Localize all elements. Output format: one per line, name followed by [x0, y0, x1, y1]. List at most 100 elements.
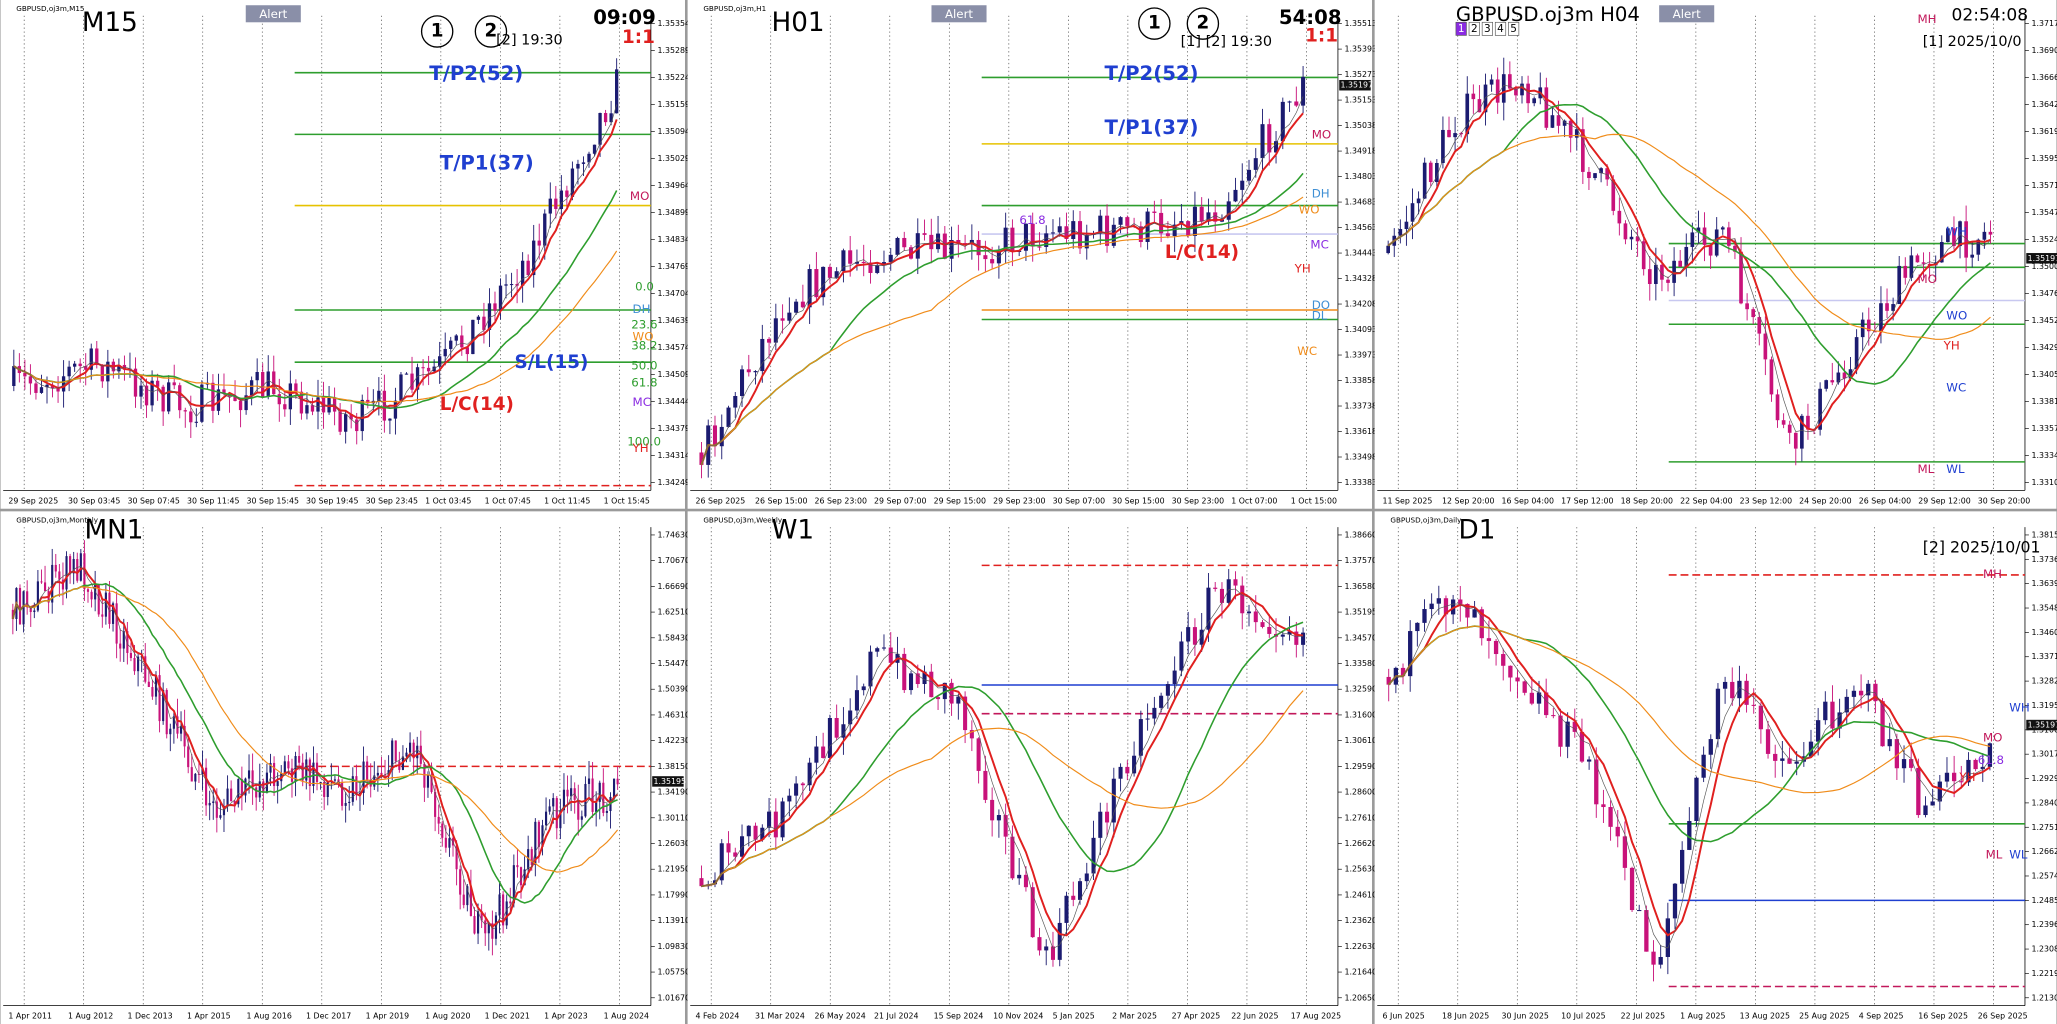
candle-body [119, 643, 122, 649]
alert-button[interactable] [1659, 5, 1715, 23]
candle-body [230, 788, 233, 802]
candle-body [587, 778, 591, 784]
candle-body [1404, 221, 1409, 230]
candle-body [212, 801, 215, 803]
annotation: 1 [1458, 23, 1465, 35]
annotation: WO [1946, 308, 1967, 322]
time-label: 30 Sep 11:45 [187, 496, 239, 505]
alert-label[interactable]: Alert [1673, 7, 1701, 21]
candle-body [570, 788, 573, 797]
candle-body [1280, 634, 1285, 637]
alert-label[interactable]: Alert [259, 7, 287, 21]
candle-body [97, 584, 100, 615]
candle-body [482, 316, 486, 330]
candle-body [255, 787, 258, 798]
candle-body [875, 648, 880, 652]
candle-body [598, 782, 601, 802]
candle-body [183, 410, 187, 412]
candle-body [1687, 821, 1692, 850]
price-label: 1.20650 [1344, 993, 1377, 1002]
candle-body [548, 198, 552, 214]
candle-body [58, 571, 61, 580]
price-tag-bg [1339, 79, 1371, 91]
annotation: 61.8 [1978, 753, 2004, 767]
annotation: MC [633, 395, 651, 409]
candle-body [1213, 212, 1218, 222]
candle-body [996, 815, 1001, 821]
time-label: 1 Aug 2020 [425, 1012, 470, 1021]
candle-body [409, 742, 412, 753]
candle-body [544, 811, 548, 826]
candle-body [262, 781, 265, 793]
candle-body [139, 385, 143, 397]
time-label: 29 Sep 07:00 [874, 496, 926, 505]
candle-body [1294, 631, 1299, 645]
candle-body [936, 697, 941, 700]
price-label: 1.33973 [1344, 351, 1377, 360]
price-label: 1.22190 [2032, 969, 2057, 978]
candle-body [1003, 227, 1008, 252]
candle-body [760, 827, 765, 840]
price-label: 1.21640 [1344, 968, 1377, 977]
candle-body [956, 239, 961, 244]
candle-body [40, 581, 43, 583]
candle-body [888, 254, 893, 263]
price-label: 1.35195 [1344, 608, 1377, 617]
price-label: 1.29290 [2032, 774, 2057, 783]
candle-body [1951, 772, 1957, 782]
candle-body [1030, 887, 1035, 938]
candle-body [1077, 221, 1083, 249]
candle-body [719, 843, 724, 881]
annotation: YH [1294, 261, 1311, 275]
price-label: 1.31950 [2032, 701, 2057, 710]
candle-body [1808, 741, 1814, 757]
candle-body [1720, 227, 1725, 230]
price-label: 1.34964 [657, 181, 690, 190]
candle-body [1987, 743, 1993, 767]
candle-body [200, 384, 204, 422]
annotation: [2] 19:30 [496, 33, 563, 49]
candle-body [169, 728, 172, 735]
candle-body [1219, 588, 1224, 603]
time-label: 29 Sep 23:00 [993, 496, 1045, 505]
candle-body [1739, 251, 1743, 304]
candle-body [1572, 721, 1577, 732]
time-label: 30 Sep 23:00 [1172, 496, 1224, 505]
candle-body [767, 338, 772, 343]
candle-body [305, 405, 309, 414]
price-label: 1.24610 [1344, 890, 1377, 899]
candle-body [498, 285, 503, 311]
time-label: 1 Oct 15:45 [604, 496, 650, 505]
candle-body [1635, 236, 1640, 242]
candle-body [602, 782, 605, 813]
candle-body [72, 558, 75, 574]
alert-label[interactable]: Alert [945, 7, 973, 21]
symbol-header: GBPUSD,oj3m,M15 [16, 4, 84, 13]
tab-box [1508, 21, 1520, 36]
alert-button[interactable] [245, 5, 301, 23]
candle-body [18, 587, 22, 625]
candle-body [266, 371, 270, 397]
alert-button[interactable] [931, 5, 987, 23]
annotation: 5 [1510, 23, 1517, 35]
annotation: YH [1943, 339, 1960, 353]
price-label: 1.09830 [657, 942, 690, 951]
candle-body [1665, 918, 1670, 957]
candle-body [1787, 424, 1792, 433]
moving-average [700, 196, 1304, 466]
timeframe-title: MN1 [84, 516, 143, 546]
candle-body [895, 237, 900, 255]
panel-bg [687, 511, 1373, 1024]
candle-body [1939, 241, 1944, 263]
candle-body [868, 651, 873, 687]
annotation: T/P2(52) [1105, 62, 1199, 85]
candle-body [1165, 233, 1170, 237]
candle-body [1579, 731, 1585, 762]
candle-body [861, 686, 866, 691]
time-label: 30 Sep 03:45 [68, 496, 120, 505]
candle-body [287, 761, 290, 769]
candle-body [915, 673, 920, 685]
price-tag: 1.35197 [2028, 254, 2057, 263]
candle-body [505, 901, 508, 926]
candle-body [11, 609, 14, 619]
